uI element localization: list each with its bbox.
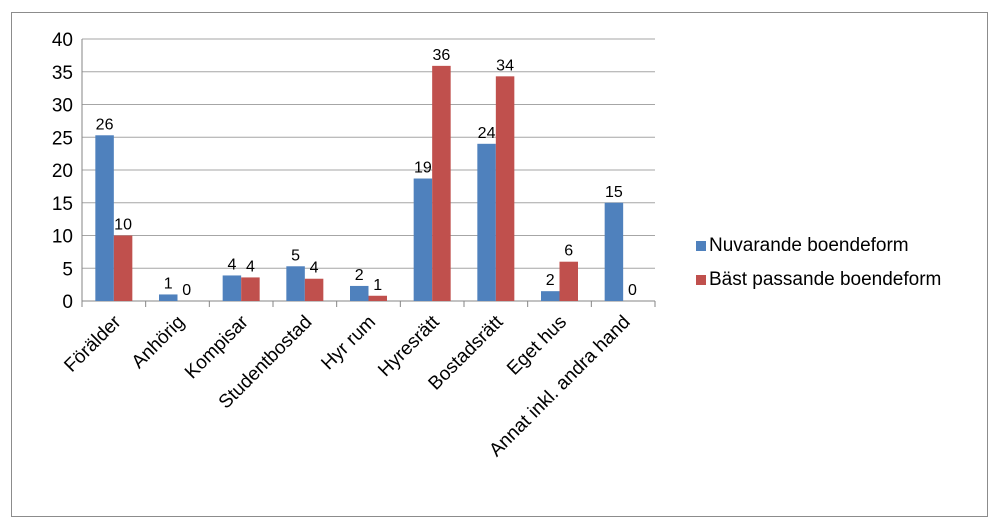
data-label: 34: [496, 57, 514, 74]
y-axis-ticks: 0 5 10 15 20 25 30 35 40: [52, 30, 73, 313]
data-label: 4: [310, 260, 319, 277]
y-tick-label: 5: [62, 259, 73, 280]
data-label: 26: [96, 116, 114, 133]
bar-bast-passande: [304, 278, 324, 301]
bar-nuvarande: [286, 266, 305, 301]
data-label: 6: [564, 243, 573, 260]
bar-bast-passande: [559, 261, 578, 301]
x-tick-label: Hyr rum: [317, 312, 380, 375]
y-tick-label: 15: [52, 194, 73, 215]
y-tick-label: 20: [52, 161, 73, 182]
bar-nuvarande: [350, 285, 369, 301]
data-label: 1: [164, 275, 173, 292]
data-label: 19: [414, 160, 432, 177]
legend: Nuvarande boendeform Bäst passande boende…: [696, 235, 941, 290]
data-label: 2: [546, 272, 555, 289]
data-label: 15: [605, 184, 623, 201]
bar-nuvarande: [477, 143, 496, 301]
y-tick-label: 30: [52, 96, 73, 117]
bar-nuvarande: [413, 178, 433, 301]
bar-bast-passande: [368, 295, 387, 301]
data-label: 0: [182, 282, 191, 299]
bar-bast-passande: [432, 65, 451, 301]
data-label: 2: [355, 267, 364, 284]
data-label: 4: [227, 256, 236, 273]
y-tick-label: 0: [62, 292, 73, 313]
data-label: 24: [478, 125, 496, 142]
y-tick-label: 40: [52, 30, 73, 51]
y-tick-label: 10: [52, 227, 73, 248]
bars: [95, 65, 624, 302]
bar-bast-passande: [241, 277, 260, 301]
x-tick-label: Förälder: [60, 311, 125, 376]
data-label: 10: [114, 217, 132, 234]
bar-nuvarande: [222, 275, 242, 301]
bar-nuvarande: [95, 135, 114, 301]
y-tick-label: 35: [52, 63, 73, 84]
data-label: 4: [246, 258, 255, 275]
data-label: 5: [291, 247, 300, 264]
gridlines: [81, 38, 656, 307]
data-label: 1: [373, 277, 382, 294]
legend-swatch: [696, 275, 706, 285]
bar-nuvarande: [604, 202, 624, 301]
y-tick-label: 25: [52, 128, 73, 149]
chart-frame: 0 5 10 15 20 25 30 35 40 26 10 1 0 4 4 5 4 2 1 19 36 24 34 2 6 1…: [11, 12, 988, 517]
data-label: 36: [433, 47, 451, 64]
data-label: 0: [628, 282, 637, 299]
legend-swatch: [696, 241, 706, 251]
bar-nuvarande: [159, 294, 178, 301]
bar-bast-passande: [495, 76, 515, 302]
bar-nuvarande: [541, 291, 560, 301]
legend-label: Bäst passande boendeform: [709, 269, 941, 290]
legend-label: Nuvarande boendeform: [709, 235, 909, 256]
x-tick-label: Anhörig: [128, 312, 189, 373]
bar-bast-passande: [113, 235, 133, 301]
